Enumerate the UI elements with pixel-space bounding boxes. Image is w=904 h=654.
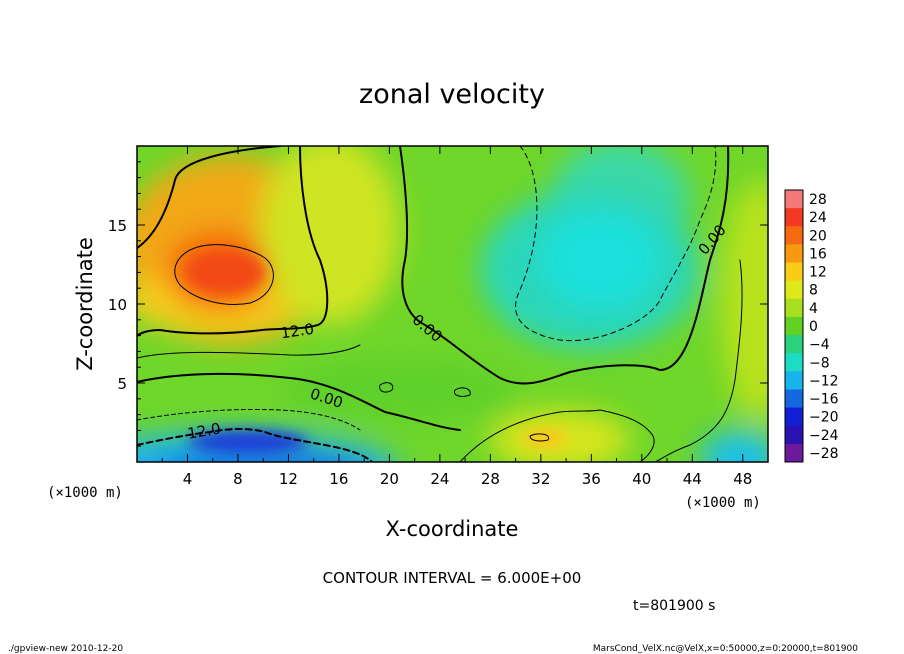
colorbar-label: 0 [809, 319, 818, 335]
x-axis-label: X-coordinate [386, 517, 519, 541]
contour-18 [174, 244, 274, 305]
colorbar-swatch [785, 280, 803, 300]
colorbar-swatch [785, 316, 803, 336]
x-tick-label: 16 [329, 470, 348, 488]
colorbar-label: −24 [809, 428, 839, 444]
x-tick-label: 36 [582, 470, 601, 488]
colorbar-swatch [785, 353, 803, 372]
colorbar-swatch [785, 389, 803, 409]
colorbar-swatch [785, 190, 803, 209]
footer-left: ./gpview-new 2010-12-20 [8, 644, 123, 654]
contour-12-upper [137, 146, 329, 337]
x-tick-label: 24 [430, 470, 449, 488]
chart-title: zonal velocity [359, 79, 545, 110]
contour-neg12 [137, 428, 373, 462]
colorbar-swatch [785, 244, 803, 264]
colorbar: 28 24 20 16 12 8 4 0 −4 −8 −12 −16 −20 −24 −28 [784, 189, 839, 463]
colorbar-label: −12 [809, 373, 839, 389]
colorbar-swatch [785, 298, 803, 318]
colorbar-swatch [785, 226, 803, 245]
x-tick-label: 20 [380, 470, 399, 488]
x-tick-label: 32 [531, 470, 550, 488]
plot-area [137, 146, 768, 462]
colorbar-label: −28 [809, 446, 839, 462]
colorbar-label: 20 [809, 228, 827, 244]
colorbar-swatch [785, 335, 803, 354]
colorbar-label: −20 [809, 410, 839, 426]
x-tick-label: 4 [183, 470, 193, 488]
x-tick-label: 44 [683, 470, 702, 488]
contour-neg6 [515, 146, 717, 342]
y-axis: 5 10 15 [108, 161, 768, 447]
x-tick-label: 28 [481, 470, 500, 488]
colorbar-label: −8 [809, 355, 830, 371]
colorbar-label: 8 [809, 283, 818, 299]
x-axis: 4 8 12 16 20 24 28 32 36 40 44 48 [161, 146, 752, 488]
colorbar-label: −16 [809, 392, 839, 408]
colorbar-label: 12 [809, 265, 827, 281]
x-unit-right: (×1000 m) [685, 495, 761, 511]
colorbar-swatch [785, 443, 803, 463]
footer-right: MarsCond_VelX.nc@VelX,x=0:50000,z=0:2000… [593, 644, 858, 654]
contour-0-mid [399, 146, 730, 385]
contour-label: 12.0 [186, 419, 222, 443]
x-tick-label: 48 [733, 470, 752, 488]
x-tick-label: 8 [233, 470, 243, 488]
colorbar-label: 24 [809, 210, 827, 226]
colorbar-swatch [785, 407, 803, 427]
contour-neg6-low [137, 408, 361, 431]
time-label: t=801900 s [633, 598, 715, 614]
contour-0-left [137, 372, 461, 431]
y-tick-label: 10 [108, 296, 127, 314]
colorbar-swatch [785, 371, 803, 390]
colorbar-swatch [785, 262, 803, 282]
y-axis-label: Z-coordinate [73, 237, 97, 371]
contour-6 [137, 344, 361, 359]
contour-label: 12.0 [280, 320, 316, 342]
colorbar-swatch [785, 425, 803, 445]
y-tick-label: 15 [108, 217, 127, 235]
contour-interval-text: CONTOUR INTERVAL = 6.000E+00 [323, 569, 582, 587]
colorbar-label: 16 [809, 246, 827, 262]
colorbar-label: 4 [809, 301, 818, 317]
x-tick-label: 40 [632, 470, 651, 488]
y-tick-label: 5 [117, 375, 127, 393]
colorbar-label: 28 [809, 192, 827, 208]
colorbar-swatch [785, 208, 803, 227]
colorbar-label: −4 [809, 337, 830, 353]
colorbar-frame [784, 189, 804, 463]
x-unit-left: (×1000 m) [47, 485, 123, 501]
x-tick-label: 12 [279, 470, 298, 488]
